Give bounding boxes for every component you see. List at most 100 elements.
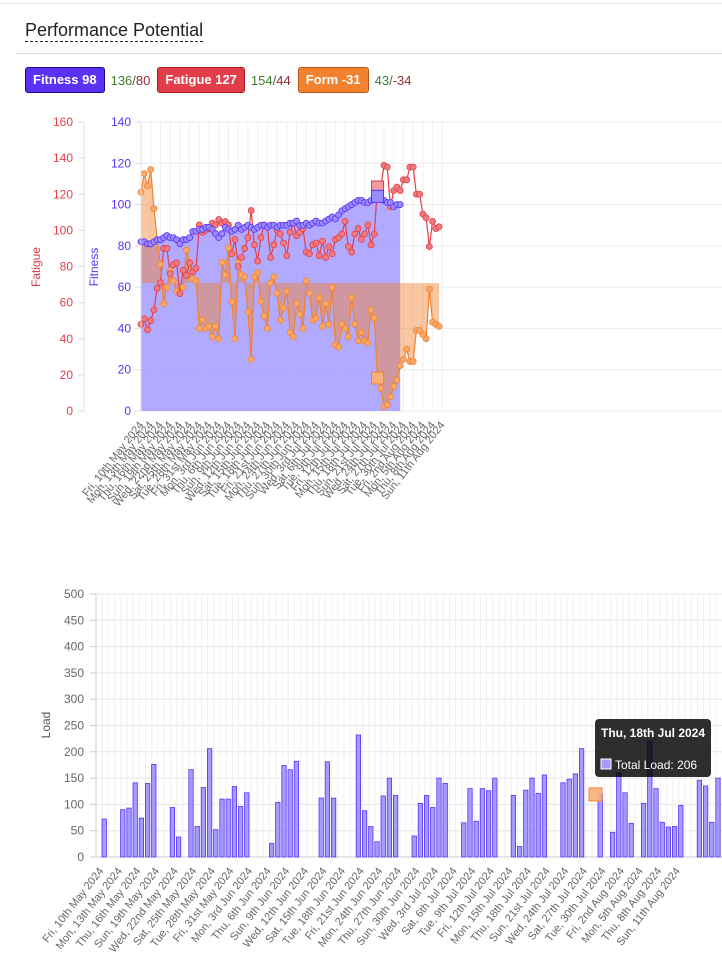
form-point xyxy=(403,345,411,353)
form-low: -34 xyxy=(392,72,412,88)
load-bar xyxy=(194,826,200,858)
fatigue-tick-label: 0 xyxy=(66,404,73,418)
load-bar xyxy=(672,826,678,858)
section-divider xyxy=(16,53,722,54)
load-bar xyxy=(275,801,281,858)
fitness-high: 136 xyxy=(110,72,133,88)
fatigue-badge[interactable]: Fatigue 127 xyxy=(157,67,245,93)
fatigue-point xyxy=(140,315,148,323)
load-bar xyxy=(479,788,486,858)
tooltip-swatch xyxy=(600,758,612,770)
load-bar xyxy=(616,772,622,858)
fatigue-tick-label: 60 xyxy=(60,296,74,310)
form-point xyxy=(270,273,278,281)
fatigue-point xyxy=(325,243,333,251)
form-point xyxy=(422,335,430,343)
fatigue-point xyxy=(231,236,239,243)
fatigue-high: 154 xyxy=(250,72,273,88)
form-point xyxy=(293,300,300,308)
load-bar xyxy=(709,821,715,858)
form-point xyxy=(341,325,349,332)
load-bar xyxy=(492,777,498,858)
form-point xyxy=(218,258,226,266)
form-area xyxy=(141,169,440,407)
fitness-tick-label: 80 xyxy=(118,239,132,253)
load-bar xyxy=(579,748,585,858)
fatigue-axis-title: Fatigue xyxy=(29,247,43,287)
form-point xyxy=(348,294,356,301)
fatigue-point xyxy=(364,221,372,229)
fitness-tick-label: 140 xyxy=(111,115,131,129)
fatigue-point xyxy=(396,187,404,195)
load-bar xyxy=(529,777,535,858)
load-bar xyxy=(188,769,194,858)
y-tick-label: 150 xyxy=(64,771,84,785)
fatigue-tick-label: 80 xyxy=(60,260,74,274)
fatigue-tick-label: 120 xyxy=(53,187,73,201)
load-bar xyxy=(268,842,275,858)
load-bar xyxy=(392,795,399,858)
fatigue-point xyxy=(257,234,265,242)
tooltip: Thu, 18th Jul 2024 Total Load: 206 xyxy=(595,719,711,777)
tooltip-label: Total Load: 206 xyxy=(615,758,697,772)
fatigue-point xyxy=(241,245,249,252)
fatigue-point xyxy=(280,239,287,247)
load-bar xyxy=(138,817,144,858)
fatigue-point xyxy=(247,207,255,214)
load-bar xyxy=(287,769,293,858)
load-bar xyxy=(144,782,151,858)
load-bar xyxy=(380,795,386,858)
load-bar xyxy=(572,773,579,858)
load-bar xyxy=(126,807,132,858)
form-badge[interactable]: Form -31 xyxy=(297,67,369,93)
form-point xyxy=(322,300,330,308)
form-point xyxy=(319,322,326,330)
form-point xyxy=(260,312,268,320)
tooltip-box xyxy=(595,719,711,777)
y-tick-label: 500 xyxy=(64,587,84,601)
fatigue-point xyxy=(244,234,252,242)
page-title: Performance Potential xyxy=(25,20,204,42)
y-tick-label: 250 xyxy=(64,719,84,733)
form-point xyxy=(280,304,287,312)
fatigue-point xyxy=(234,263,242,270)
fatigue-point xyxy=(370,230,378,238)
load-bar xyxy=(703,785,709,858)
fatigue-range: 154/44 xyxy=(250,72,291,88)
fitness-point xyxy=(218,230,226,237)
form-point xyxy=(435,322,443,330)
load-bar xyxy=(361,810,368,858)
load-bar xyxy=(461,822,467,858)
form-point xyxy=(160,300,168,308)
fatigue-point xyxy=(351,230,359,238)
fatigue-point xyxy=(344,243,352,251)
fatigue-point xyxy=(147,317,155,325)
form-highlight xyxy=(371,371,385,385)
form-point xyxy=(140,170,148,178)
fatigue-point xyxy=(429,217,437,225)
performance-chart: 0 20 40 60 80 100 120 140 160 0 20 40 60 80 100 120 140 F… xyxy=(29,115,722,509)
form-point xyxy=(241,273,249,281)
fitness-badge[interactable]: Fitness 98 xyxy=(25,67,105,93)
fatigue-point xyxy=(163,245,171,252)
fatigue-point xyxy=(383,163,391,171)
load-bar xyxy=(132,782,138,858)
form-point xyxy=(351,320,359,328)
form-point xyxy=(247,355,255,363)
form-point xyxy=(267,279,275,287)
load-bar xyxy=(281,765,287,858)
fatigue-point xyxy=(186,259,194,267)
fatigue-point xyxy=(144,326,151,334)
fatigue-point xyxy=(179,266,187,274)
load-bar xyxy=(417,802,424,858)
load-bar xyxy=(715,777,721,858)
fatigue-point xyxy=(150,306,158,314)
fatigue-point xyxy=(254,257,262,265)
fatigue-tick-label: 160 xyxy=(53,115,73,129)
form-point xyxy=(157,261,164,268)
load-bar xyxy=(169,807,175,858)
fatigue-point xyxy=(409,163,417,171)
fatigue-point xyxy=(153,284,161,292)
form-point xyxy=(328,283,336,291)
load-bar xyxy=(430,807,436,858)
